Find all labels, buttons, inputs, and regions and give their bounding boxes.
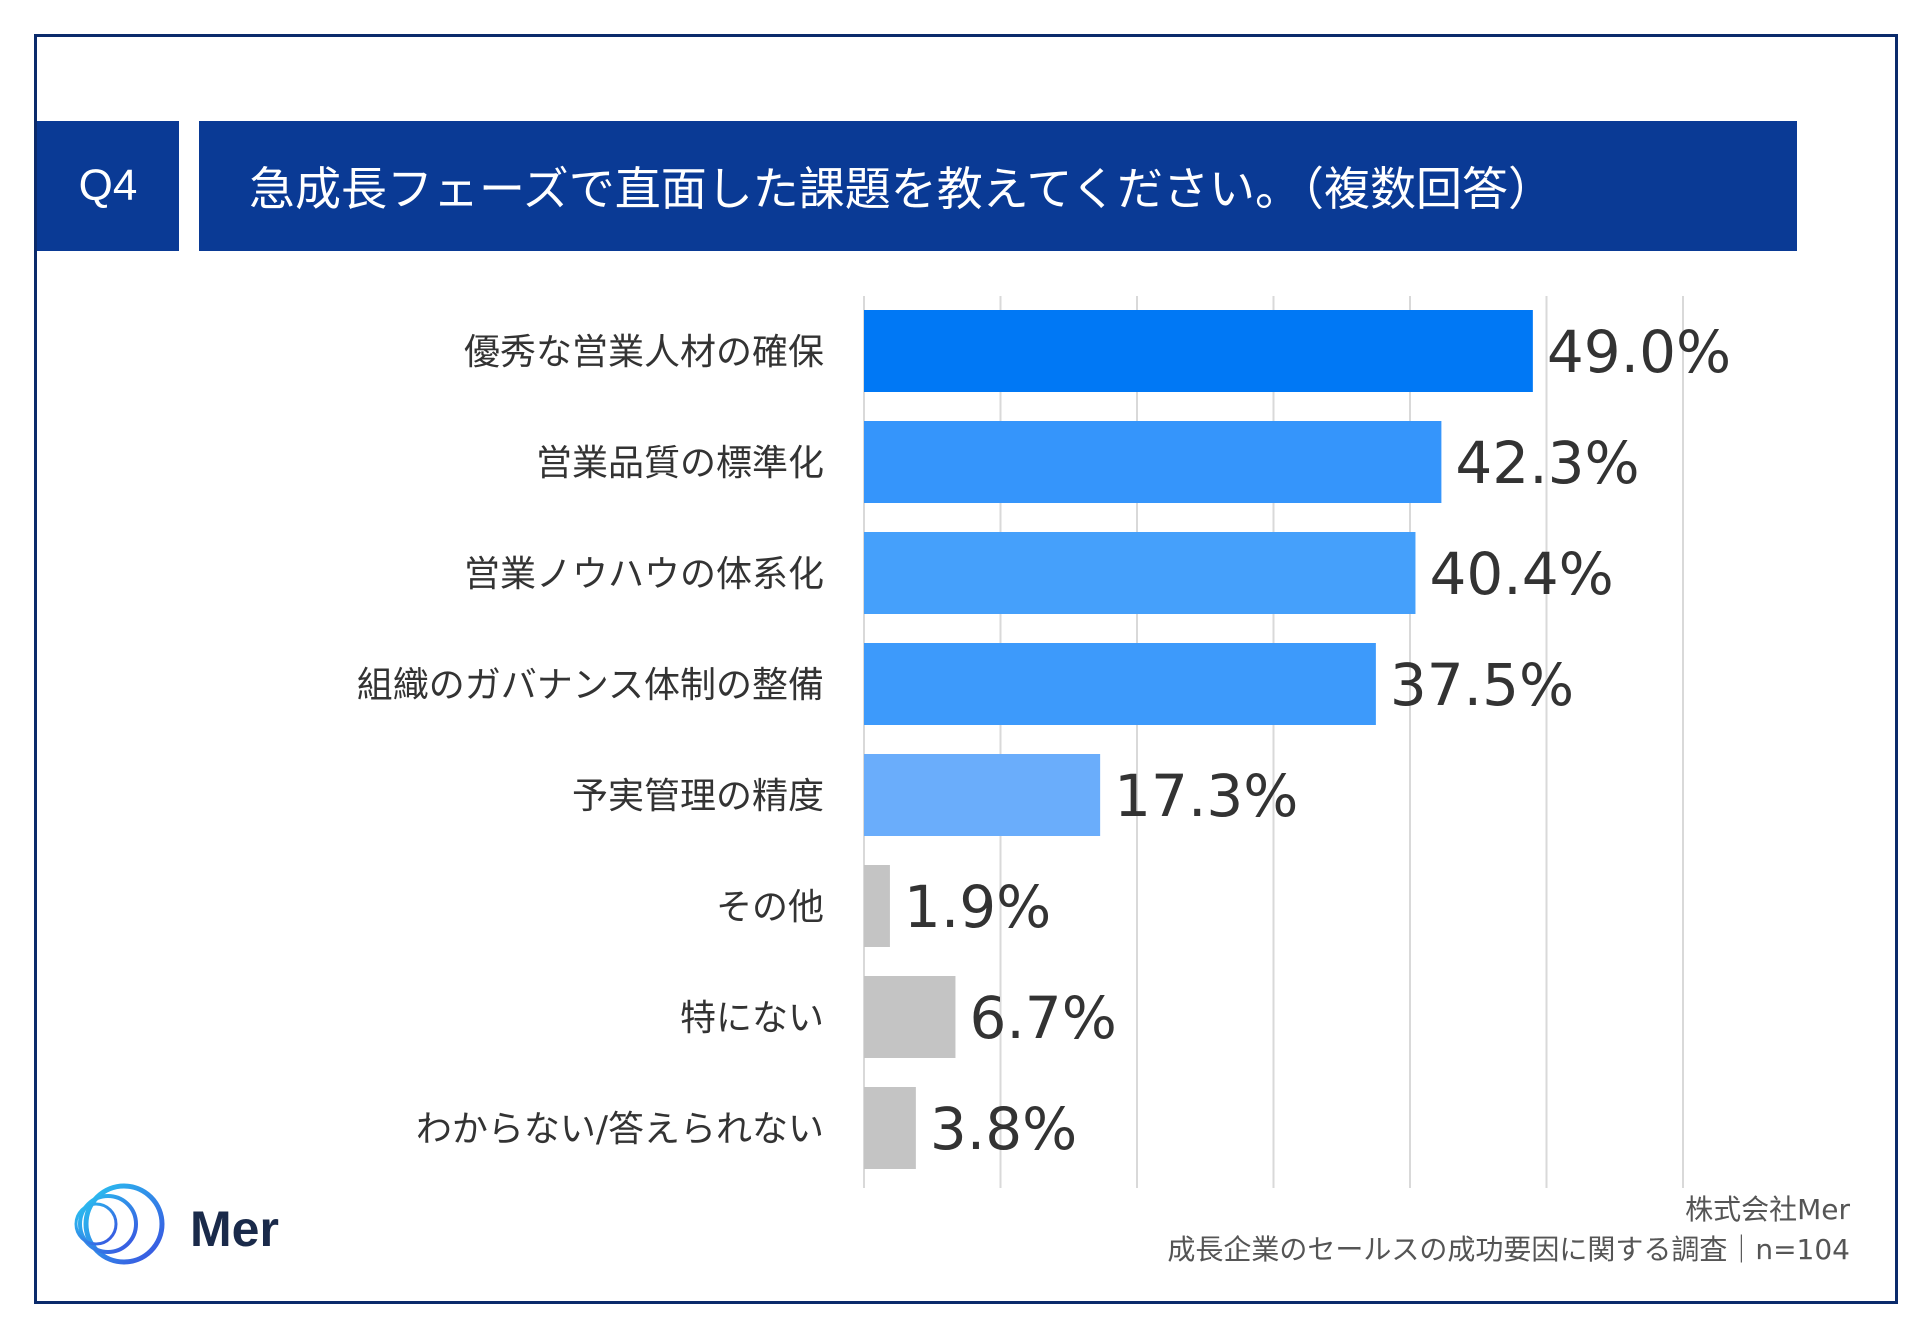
bar [864, 865, 890, 947]
category-label: 特にない [680, 998, 824, 1039]
bar [864, 643, 1376, 725]
value-label: 49.0% [1547, 318, 1731, 386]
category-label: その他 [716, 887, 824, 928]
question-badge: Q4 [37, 121, 179, 251]
chart-frame: Q4 急成長フェーズで直面した課題を教えてください。（複数回答） [34, 34, 1898, 1304]
bar [864, 754, 1101, 836]
value-label: 17.3% [1114, 762, 1298, 830]
bar [864, 1087, 916, 1169]
value-label: 40.4% [1429, 540, 1613, 608]
value-label: 1.9% [904, 873, 1051, 941]
value-label: 42.3% [1455, 429, 1639, 497]
footer-company: 株式会社Mer [1685, 1193, 1850, 1226]
value-label: 3.8% [930, 1095, 1077, 1163]
bar [864, 976, 956, 1058]
question-title: 急成長フェーズで直面した課題を教えてください。（複数回答） [199, 121, 1797, 251]
bar [864, 532, 1416, 614]
category-label: 組織のガバナンス体制の整備 [357, 665, 824, 706]
category-label: 予実管理の精度 [572, 776, 824, 817]
bar [864, 310, 1533, 392]
category-label: 営業ノウハウの体系化 [464, 554, 824, 595]
category-label: 営業品質の標準化 [536, 443, 824, 484]
footer-survey: 成長企業のセールスの成功要因に関する調査｜n=104 [1167, 1233, 1850, 1266]
value-label: 37.5% [1390, 651, 1574, 719]
bar [864, 421, 1442, 503]
category-label: 優秀な営業人材の確保 [464, 332, 824, 373]
logo-wordmark: Mer [190, 1201, 279, 1257]
value-label: 6.7% [969, 984, 1116, 1052]
category-label: わからない/答えられない [416, 1109, 824, 1150]
footer-credit: 株式会社Mer 成長企業のセールスの成功要因に関する調査｜n=104 [1167, 1190, 1850, 1270]
mer-logo-icon [74, 1183, 165, 1265]
